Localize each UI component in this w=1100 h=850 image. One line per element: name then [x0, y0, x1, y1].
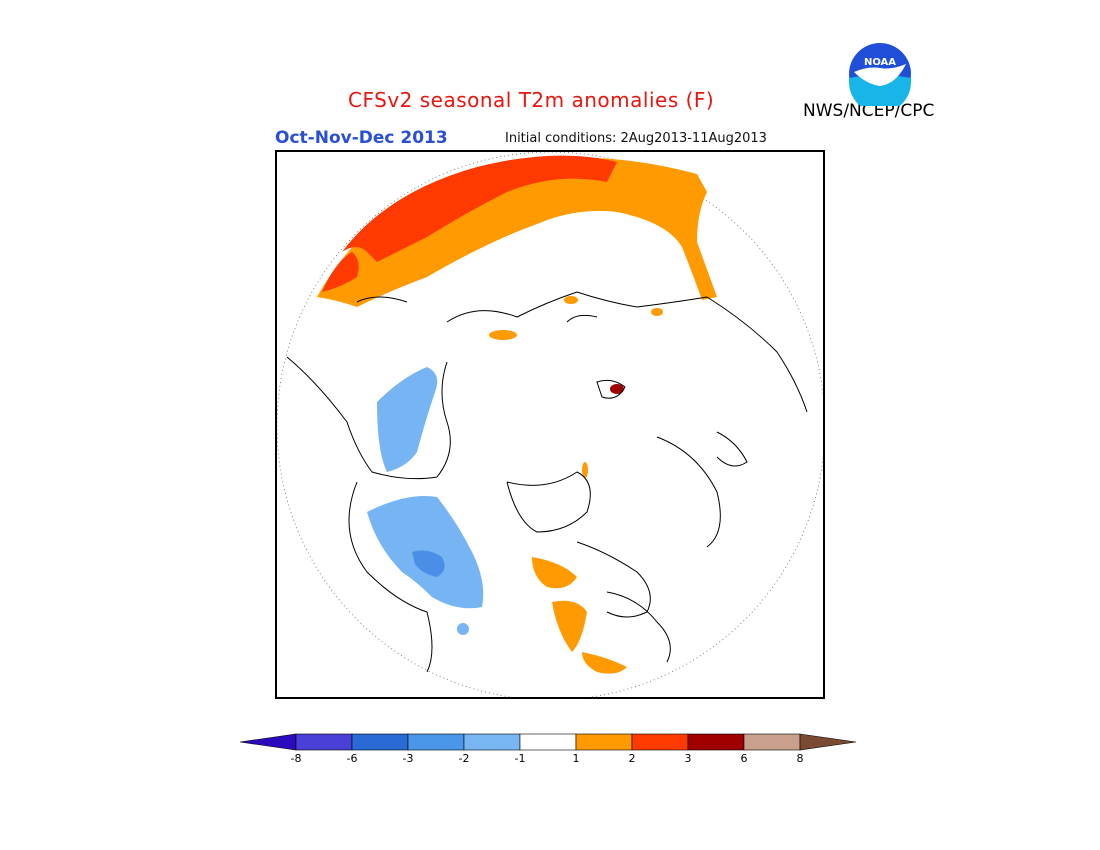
colorbar-cell	[575, 733, 633, 751]
initial-conditions-label: Initial conditions: 2Aug2013-11Aug2013	[505, 131, 767, 146]
polar-map	[277, 152, 823, 697]
map-frame	[275, 150, 825, 699]
colorbar-arrow-high	[799, 733, 857, 751]
colorbar-cell	[295, 733, 353, 751]
warm-patch-europe-1	[532, 557, 577, 589]
chart-title: CFSv2 seasonal T2m anomalies (F)	[348, 88, 715, 112]
colorbar-tick-label: -2	[458, 752, 470, 765]
colorbar-tick-label: 8	[796, 752, 804, 765]
colorbar-tick-label: 3	[684, 752, 692, 765]
colorbar-cell	[463, 733, 521, 751]
colorbar-tick-label: -8	[290, 752, 302, 765]
colorbar-tick-label: 2	[628, 752, 636, 765]
colorbar-cell	[351, 733, 409, 751]
colorbar-arrow-low	[240, 733, 297, 751]
colorbar-tick-label: -3	[402, 752, 414, 765]
colorbar-cell	[687, 733, 745, 751]
colorbar-cell	[631, 733, 689, 751]
warm-speck-3	[610, 384, 624, 394]
colorbar-cell	[407, 733, 465, 751]
warm-patch-europe-3	[582, 652, 627, 674]
cool-core-north-america	[412, 550, 445, 577]
colorbar-cell	[519, 733, 577, 751]
agency-label: NWS/NCEP/CPC	[803, 101, 935, 121]
hot-core-north-asia	[342, 155, 617, 262]
warm-speck-2	[564, 296, 578, 304]
warm-patch-scandinavia	[582, 462, 588, 478]
colorbar-tick-label: 1	[572, 752, 580, 765]
warm-patch-europe-2	[552, 600, 587, 652]
colorbar	[240, 733, 857, 751]
cool-patch-pacific	[457, 623, 469, 635]
logo-text: NOAA	[864, 57, 896, 68]
colorbar-cell	[743, 733, 801, 751]
hot-edge-north-asia	[322, 252, 359, 292]
cool-strip-alaska	[377, 367, 438, 472]
colorbar-tick-label: -6	[346, 752, 358, 765]
coastlines	[286, 291, 808, 673]
warm-speck-1	[489, 330, 517, 340]
noaa-logo: NOAA	[849, 43, 911, 106]
colorbar-tick-label: 6	[740, 752, 748, 765]
season-label: Oct-Nov-Dec 2013	[275, 128, 448, 148]
colorbar-tick-label: -1	[514, 752, 526, 765]
warm-speck-4	[651, 308, 663, 316]
